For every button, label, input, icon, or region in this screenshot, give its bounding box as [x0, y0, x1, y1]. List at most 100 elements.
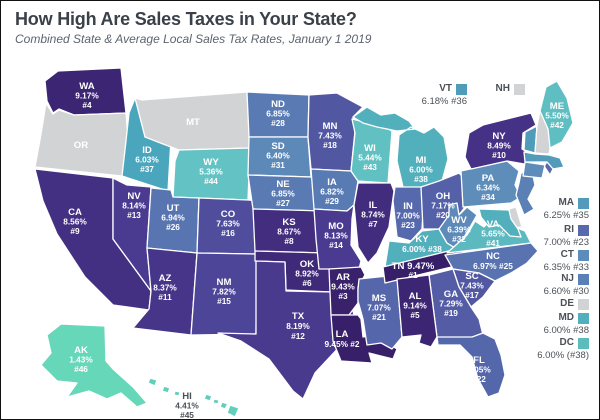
legend-md-rate: 6.00% #38 — [543, 325, 589, 336]
state-label-ND: 6.85% — [266, 108, 290, 118]
state-label-NY: NY — [492, 131, 506, 142]
state-label-KY: 6.00% #38 — [402, 244, 442, 254]
state-label-NM: #15 — [217, 296, 231, 306]
state-label-AR: #3 — [338, 291, 348, 301]
state-label-OK: #6 — [302, 278, 312, 288]
legend-nj-rate: 6.60% #30 — [543, 286, 589, 297]
legend-ma: MA 6.25% #35 — [517, 197, 589, 221]
state-label-IN: IN — [403, 201, 413, 212]
state-label-WY: 5.36% — [199, 166, 223, 176]
state-label-NV: 8.14% — [122, 200, 146, 210]
state-label-WY: WY — [203, 157, 219, 168]
state-label-MS: 7.07% — [367, 302, 391, 312]
state-label-NC: NC — [486, 251, 500, 262]
legend-ri-label: RI — [564, 224, 574, 235]
state-CT — [522, 161, 546, 179]
state-label-GA: GA — [444, 289, 458, 300]
state-FL — [436, 332, 506, 398]
state-label-OH: #20 — [436, 210, 450, 220]
state-label-ND: ND — [271, 99, 285, 110]
state-label-ME: #42 — [550, 120, 564, 130]
state-AK — [40, 323, 148, 408]
page-subtitle: Combined State & Average Local Sales Tax… — [15, 32, 372, 46]
legend-de-swatch — [578, 298, 589, 310]
state-label-MI: #38 — [414, 174, 428, 184]
legend-dc-line: DC — [517, 337, 589, 349]
state-label-CA: #9 — [70, 226, 80, 236]
legend-ma-line: MA — [517, 197, 589, 209]
legend-ri-line: RI — [517, 224, 589, 236]
state-label-AR: AR — [336, 272, 350, 283]
state-label-HI: HI — [182, 391, 192, 402]
state-label-TX: #12 — [291, 331, 305, 341]
state-label-NM: 7.82% — [212, 286, 236, 296]
state-label-NY: 8.49% — [487, 140, 511, 150]
state-label-NV: NV — [127, 191, 141, 202]
state-label-WI: #43 — [363, 162, 377, 172]
state-label-ID: #37 — [140, 164, 154, 174]
state-MA — [523, 151, 565, 170]
legend-vt: VT 6.18% #36 — [399, 83, 467, 107]
state-label-OR: OR — [74, 140, 88, 151]
state-label-AK: #46 — [74, 364, 88, 374]
state-label-CA: 8.56% — [63, 216, 87, 226]
state-label-CO: #16 — [221, 228, 235, 238]
legend-ma-label: MA — [558, 197, 574, 208]
state-AL — [396, 274, 438, 348]
state-label-NM: NM — [217, 277, 232, 288]
legend-ri-rate: 7.00% #23 — [543, 237, 589, 248]
state-label-AL: 9.14% — [403, 300, 427, 310]
state-label-WI: WI — [364, 143, 376, 154]
state-label-MO: MO — [328, 221, 344, 232]
state-label-WV: #32 — [452, 234, 466, 244]
state-label-MN: MN — [323, 121, 338, 132]
state-label-SD: 6.40% — [266, 150, 290, 160]
state-HI — [147, 377, 240, 418]
legend-md-swatch — [578, 312, 589, 324]
state-label-MO: 8.13% — [324, 230, 348, 240]
state-label-TX: TX — [292, 311, 305, 322]
state-label-CA: CA — [68, 207, 82, 218]
legend-ri-swatch — [578, 224, 589, 236]
legend-de-label: DE — [560, 298, 574, 309]
state-label-UT: #26 — [166, 222, 180, 232]
state-label-NV: #13 — [127, 210, 141, 220]
legend-md: MD 6.00% #38 — [517, 312, 589, 336]
state-label-LA: 9.45% #2 — [324, 339, 359, 349]
legend-nj-swatch — [578, 273, 589, 285]
legend-nh: NH — [463, 83, 525, 96]
state-label-IA: IA — [327, 177, 337, 188]
state-label-SC: 7.43% — [460, 280, 484, 290]
state-NY — [464, 112, 539, 170]
legend-ct-rate: 6.35% #33 — [543, 262, 589, 273]
state-label-GA: 7.29% — [439, 298, 463, 308]
state-label-IA: #29 — [325, 196, 339, 206]
state-label-OK: 8.92% — [295, 268, 319, 278]
legend-ma-swatch — [578, 197, 589, 209]
state-label-ID: ID — [142, 145, 152, 156]
state-MD — [478, 208, 522, 238]
state-label-AK: AK — [74, 345, 88, 356]
state-label-AL: AL — [409, 291, 422, 302]
state-label-WV: 6.39% — [447, 224, 471, 234]
state-label-WA: 9.17% — [75, 90, 99, 100]
legend-de: DE — [517, 298, 589, 311]
state-label-IN: 7.00% — [396, 210, 420, 220]
legend-ct: CT 6.35% #33 — [517, 249, 589, 273]
state-label-NY: #10 — [492, 150, 506, 160]
state-label-IL: #7 — [368, 219, 378, 229]
legend-vt-swatch — [456, 83, 467, 95]
legend-dc-label: DC — [559, 337, 574, 348]
state-label-KY: KY — [415, 234, 429, 245]
state-label-NC: 6.97% #25 — [473, 261, 513, 271]
legend-dc-swatch — [578, 337, 589, 349]
state-label-AK: 1.43% — [69, 354, 93, 364]
state-label-FL: 7.05% — [467, 364, 491, 374]
state-label-HI: #45 — [180, 410, 194, 420]
state-label-KS: KS — [282, 217, 296, 228]
state-ME — [539, 80, 574, 149]
state-IL — [353, 182, 395, 264]
legend-ct-swatch — [578, 249, 589, 261]
